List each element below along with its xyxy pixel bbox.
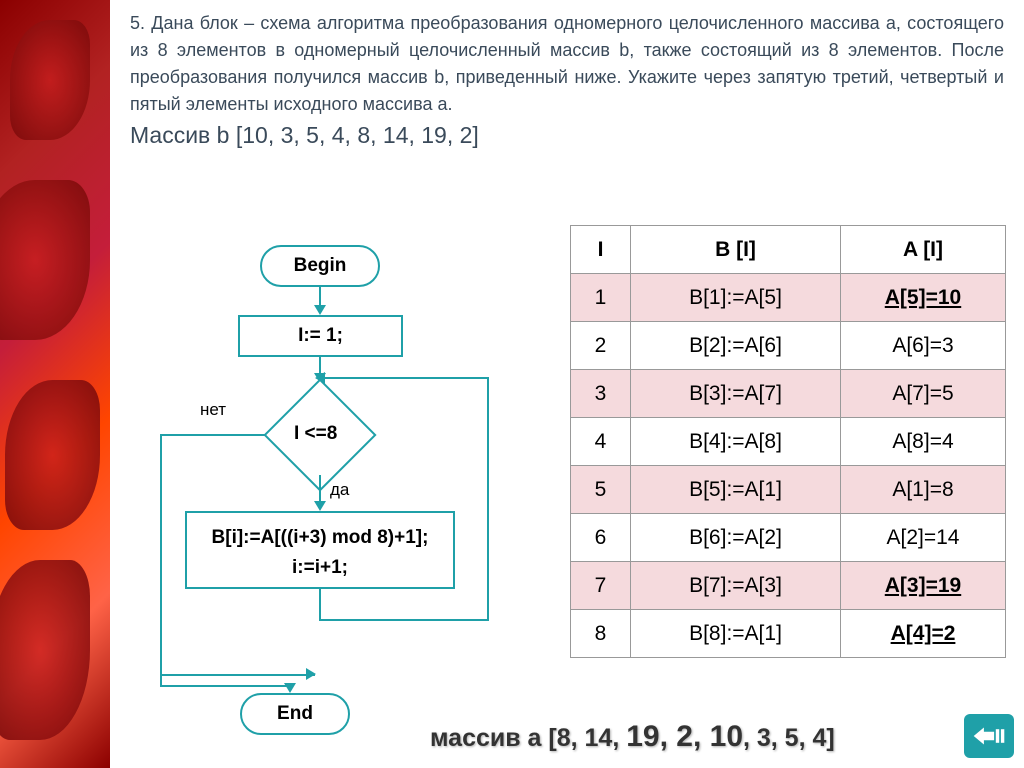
cell-i: 3 [571,370,631,418]
cell-b: B[2]:=A[6] [631,322,841,370]
table-row: 4B[4]:=A[8]A[8]=4 [571,418,1006,466]
flowchart-init: I:= 1; [238,315,403,357]
table-row: 1B[1]:=A[5]A[5]=10 [571,274,1006,322]
cell-a: A[6]=3 [841,322,1006,370]
table-header-a: A [I] [841,226,1006,274]
flowchart-begin: Begin [260,245,380,287]
cell-i: 6 [571,514,631,562]
cell-i: 1 [571,274,631,322]
cell-i: 5 [571,466,631,514]
flowchart-yes-label: да [330,480,349,500]
cell-b: B[8]:=A[1] [631,610,841,658]
home-back-icon [972,722,1006,750]
cell-a: A[3]=19 [841,562,1006,610]
cell-a: A[7]=5 [841,370,1006,418]
problem-text: 5. Дана блок – схема алгоритма преобразо… [130,10,1004,118]
cell-a: A[8]=4 [841,418,1006,466]
cell-b: B[7]:=A[3] [631,562,841,610]
nav-back-button[interactable] [964,714,1014,758]
table-row: 2B[2]:=A[6]A[6]=3 [571,322,1006,370]
cell-b: B[6]:=A[2] [631,514,841,562]
cell-b: B[3]:=A[7] [631,370,841,418]
cell-b: B[5]:=A[1] [631,466,841,514]
cell-b: B[1]:=A[5] [631,274,841,322]
flowchart-cond: I <=8 [294,423,337,445]
table-row: 5B[5]:=A[1]A[1]=8 [571,466,1006,514]
flowchart-no-label: нет [200,400,226,420]
table-header-b: B [I] [631,226,841,274]
problem-number: 5. [130,13,145,33]
table-row: 8B[8]:=A[1]A[4]=2 [571,610,1006,658]
cell-i: 2 [571,322,631,370]
problem-body: Дана блок – схема алгоритма преобразован… [130,13,1004,114]
cell-i: 8 [571,610,631,658]
result-array-a: массив a [8, 14, 19, 2, 10, 3, 5, 4] [430,720,835,754]
array-b-label: Массив b [130,122,229,148]
flowchart-body: B[i]:=A[((i+3) mod 8)+1]; i:=i+1; [185,511,455,589]
table-row: 3B[3]:=A[7]A[7]=5 [571,370,1006,418]
flowchart-end: End [240,693,350,735]
table-header-i: I [571,226,631,274]
cell-a: A[4]=2 [841,610,1006,658]
array-b-line: Массив b [10, 3, 5, 4, 8, 14, 19, 2] [130,122,1004,149]
table-row: 6B[6]:=A[2]A[2]=14 [571,514,1006,562]
cell-b: B[4]:=A[8] [631,418,841,466]
cell-a: A[5]=10 [841,274,1006,322]
cell-a: A[2]=14 [841,514,1006,562]
flowchart: Begin I:= 1; I <=8 нет да B[i]:=A[((i+3)… [130,245,560,735]
trace-table: I B [I] A [I] 1B[1]:=A[5]A[5]=102B[2]:=A… [570,225,1006,658]
table-row: 7B[7]:=A[3]A[3]=19 [571,562,1006,610]
cell-i: 7 [571,562,631,610]
cell-i: 4 [571,418,631,466]
cell-a: A[1]=8 [841,466,1006,514]
array-b-values: [10, 3, 5, 4, 8, 14, 19, 2] [236,122,479,148]
